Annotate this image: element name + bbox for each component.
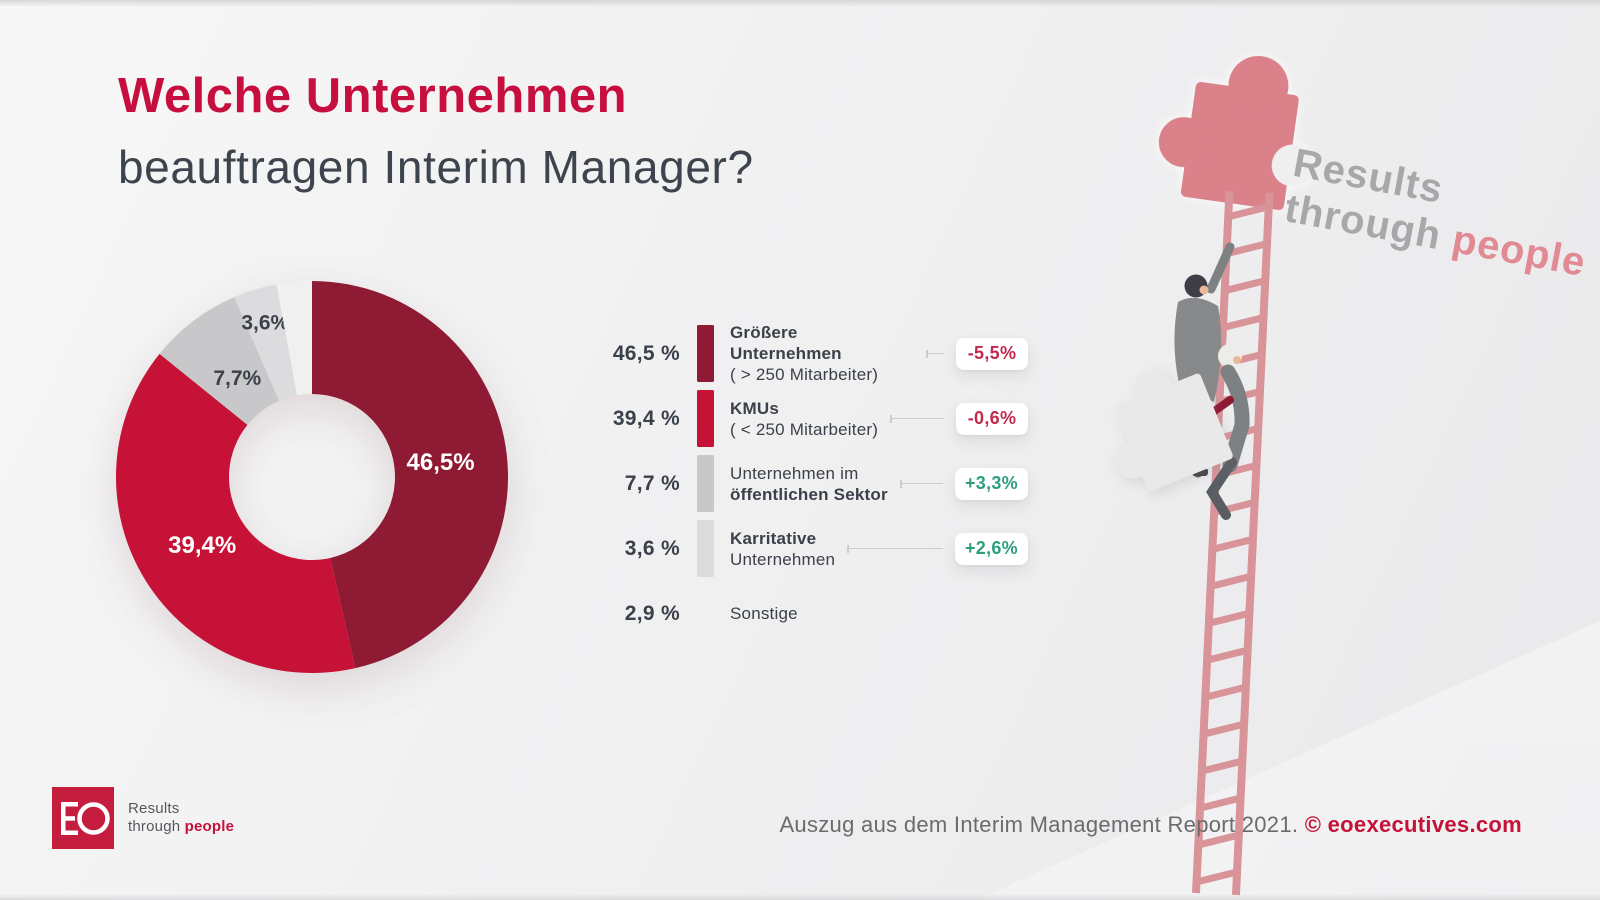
change-badge: +2,6% xyxy=(954,532,1028,565)
brand-logo: Results through people xyxy=(52,787,234,849)
top-edge xyxy=(0,0,1600,7)
ladder-rung xyxy=(1206,646,1249,664)
legend-value: 3,6 % xyxy=(624,536,680,560)
donut-segment xyxy=(276,281,312,396)
legend-label-line: Sonstige xyxy=(730,604,798,623)
donut-chart: 46,5% 39,4% 7,7% 3,6% xyxy=(116,281,509,673)
ladder-rung xyxy=(1211,535,1254,553)
legend-color-bar xyxy=(697,455,714,512)
legend-value: 7,7 % xyxy=(624,471,680,495)
ladder-rung xyxy=(1202,720,1245,738)
eo-logo-icon xyxy=(52,787,114,849)
legend-value: 39,4 % xyxy=(612,406,680,430)
legend-row: 7,7 % Unternehmen im öffentlichen Sektor +3… xyxy=(596,451,1028,516)
legend-row: 2,9 % Sonstige xyxy=(596,581,1028,646)
bottom-edge xyxy=(0,894,1600,900)
legend-color-bar xyxy=(697,325,714,382)
legend-label-line: Unternehmen xyxy=(730,549,836,569)
donut-segment xyxy=(312,281,509,669)
change-badge: -5,5% xyxy=(956,337,1028,370)
legend-connector-line xyxy=(890,414,944,423)
legend-label-line: öffentlichen Sektor xyxy=(730,484,888,504)
legend-color-bar xyxy=(697,390,714,447)
title-line1: Welche Unternehmen xyxy=(118,69,628,123)
donut-segment xyxy=(234,284,297,401)
businessman-carrying-puzzle-icon xyxy=(1198,344,1250,520)
title-line2: beauftragen Interim Manager? xyxy=(118,141,754,193)
legend-row: 3,6 % Karritative Unternehmen +2,6% xyxy=(596,516,1028,581)
donut-segment-label: 46,5% xyxy=(407,449,475,476)
change-badge: +3,3% xyxy=(954,467,1028,500)
legend-label-line: ( > 250 Mitarbeiter) xyxy=(730,365,879,384)
ladder-rung xyxy=(1195,868,1238,886)
brand-tagline-line1: Results xyxy=(128,800,180,817)
legend-label-line: KMUs xyxy=(730,398,779,418)
source-text: Auszug aus dem Interim Management Report… xyxy=(779,812,1305,837)
source-note: Auszug aus dem Interim Management Report… xyxy=(779,812,1522,838)
ladder-icon xyxy=(1192,190,1274,896)
legend-value: 2,9 % xyxy=(624,601,680,625)
legend-row: 39,4 % KMUs( < 250 Mitarbeiter) -0,6% xyxy=(596,386,1028,451)
source-link[interactable]: © eoexecutives.com xyxy=(1304,812,1522,837)
ladder-rung xyxy=(1223,277,1267,295)
donut-segment-label: 3,6% xyxy=(241,312,289,335)
donut-segment-label: 39,4% xyxy=(168,532,236,559)
legend-color-bar xyxy=(697,520,714,577)
legend-label-line: Größere Unternehmen xyxy=(730,323,842,363)
ladder-rung xyxy=(1197,831,1240,849)
puzzle-piece-gray-icon xyxy=(1114,369,1233,492)
brand-tagline: Results through people xyxy=(128,800,234,836)
ladder-rung xyxy=(1199,794,1242,812)
donut-segment xyxy=(159,297,280,425)
legend-label-line: ( < 250 Mitarbeiter) xyxy=(730,419,879,439)
legend-label: Karritative Unternehmen xyxy=(730,528,835,570)
legend-label: Sonstige xyxy=(730,603,798,624)
ladder-rung xyxy=(1208,609,1251,627)
ladder-rung xyxy=(1204,683,1247,701)
donut-segment-label: 7,7% xyxy=(213,367,261,390)
climbing-businessman-icon xyxy=(1174,242,1235,478)
change-badge: -0,6% xyxy=(956,402,1028,435)
legend-color-bar xyxy=(697,585,714,642)
ladder-rung xyxy=(1225,240,1268,258)
legend-label: Größere Unternehmen ( > 250 Mitarbeiter) xyxy=(730,322,914,385)
chart-legend: 46,5 % Größere Unternehmen ( > 250 Mitarbe… xyxy=(596,321,1028,646)
page-title: Welche Unternehmen beauftragen Interim M… xyxy=(118,68,754,194)
donut-segment xyxy=(116,353,356,673)
legend-label-line: Unternehmen im xyxy=(730,463,859,483)
legend-label-line: Karritative xyxy=(730,528,817,548)
brand-tagline-through: through xyxy=(128,818,181,835)
puzzle-piece-red-icon xyxy=(1158,55,1314,211)
ladder-rung xyxy=(1222,314,1265,332)
ladder-rung xyxy=(1209,572,1252,590)
ladder-rung xyxy=(1227,203,1270,221)
ladder-illustration xyxy=(1114,55,1314,896)
legend-label: Unternehmen im öffentlichen Sektor xyxy=(730,463,888,505)
legend-connector-line xyxy=(899,479,943,488)
brand-tagline-people: people xyxy=(184,818,235,835)
legend-value: 46,5 % xyxy=(612,341,680,365)
legend-connector-line xyxy=(926,349,944,358)
ladder-rung xyxy=(1200,757,1244,775)
legend-row: 46,5 % Größere Unternehmen ( > 250 Mitarbe… xyxy=(596,321,1028,386)
legend-label: KMUs( < 250 Mitarbeiter) xyxy=(730,398,878,440)
legend-connector-line xyxy=(847,544,943,553)
